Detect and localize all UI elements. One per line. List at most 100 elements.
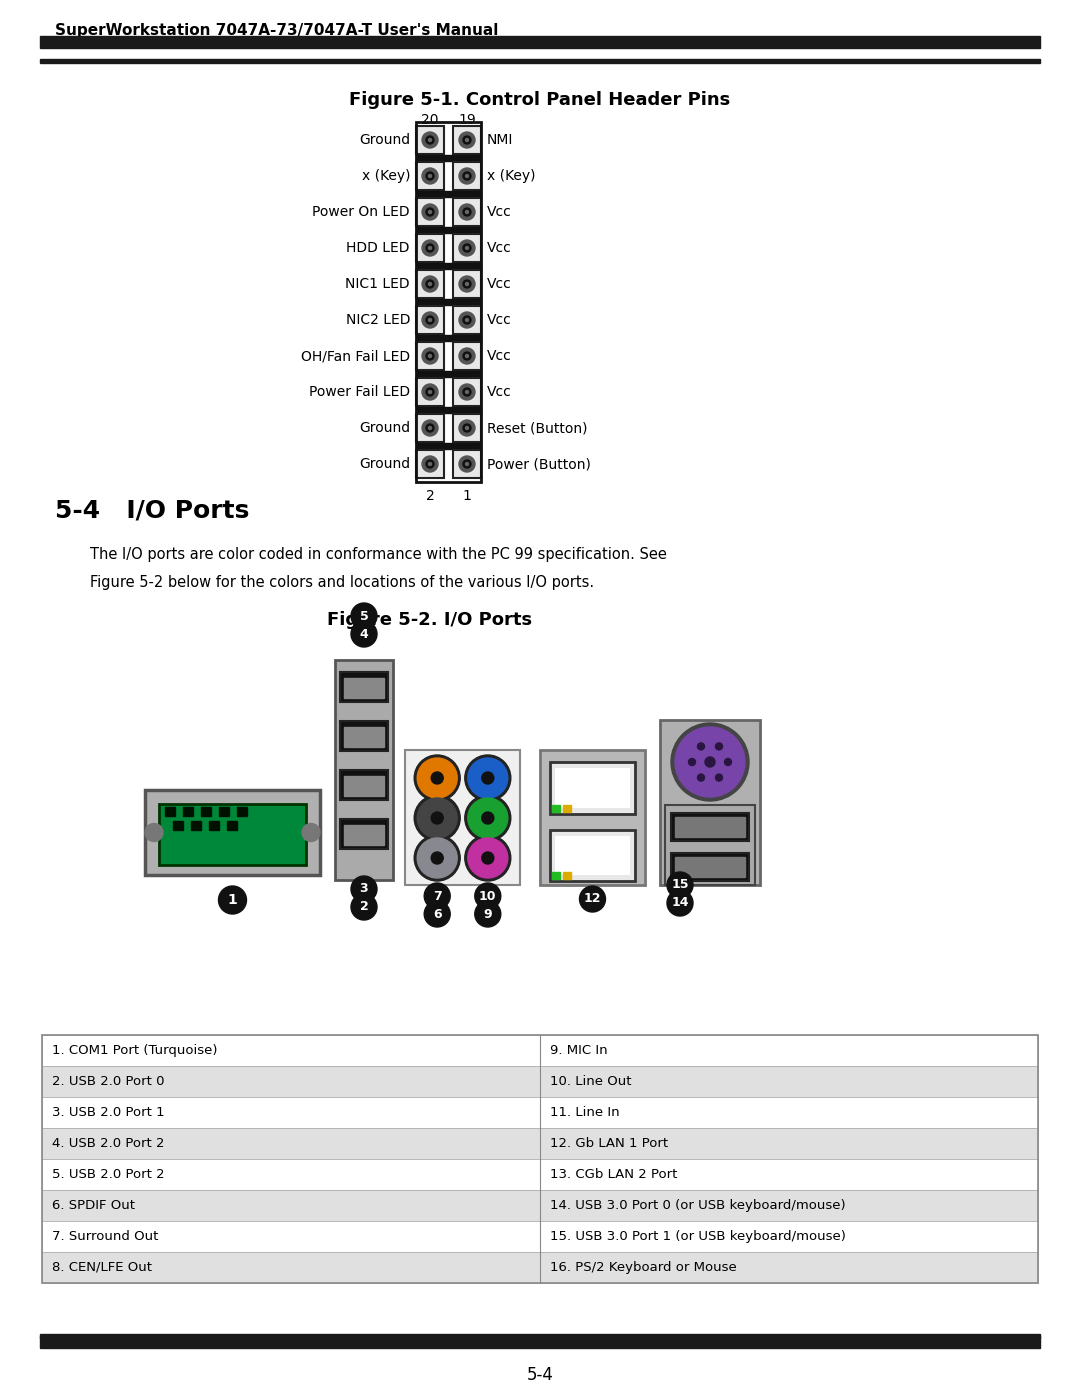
Circle shape bbox=[465, 391, 469, 394]
Circle shape bbox=[468, 759, 508, 798]
Circle shape bbox=[463, 136, 471, 144]
Circle shape bbox=[422, 168, 438, 184]
Circle shape bbox=[426, 425, 434, 432]
Circle shape bbox=[463, 279, 471, 288]
Text: 12. Gb LAN 1 Port: 12. Gb LAN 1 Port bbox=[550, 1137, 669, 1150]
Circle shape bbox=[426, 460, 434, 468]
Circle shape bbox=[351, 622, 377, 647]
Circle shape bbox=[422, 312, 438, 328]
Text: 1: 1 bbox=[462, 489, 472, 503]
Bar bbox=[416, 299, 481, 305]
Bar bbox=[42, 1221, 1038, 1252]
Bar bbox=[345, 775, 384, 796]
Circle shape bbox=[465, 319, 469, 321]
Bar bbox=[660, 719, 760, 886]
Circle shape bbox=[424, 883, 450, 909]
Bar bbox=[191, 821, 201, 830]
Bar bbox=[540, 750, 645, 886]
Bar bbox=[665, 805, 755, 886]
Circle shape bbox=[463, 172, 471, 180]
Bar bbox=[416, 342, 444, 370]
Text: x (Key): x (Key) bbox=[487, 169, 536, 183]
Circle shape bbox=[459, 455, 475, 472]
Circle shape bbox=[351, 894, 377, 921]
Circle shape bbox=[463, 352, 471, 360]
Circle shape bbox=[482, 852, 494, 863]
Bar bbox=[563, 805, 571, 812]
Circle shape bbox=[429, 246, 432, 250]
Bar bbox=[416, 372, 481, 377]
Text: 14. USB 3.0 Port 0 (or USB keyboard/mouse): 14. USB 3.0 Port 0 (or USB keyboard/mous… bbox=[550, 1199, 846, 1213]
Bar bbox=[40, 36, 1040, 47]
Circle shape bbox=[464, 835, 511, 882]
Circle shape bbox=[705, 757, 715, 767]
Circle shape bbox=[459, 312, 475, 328]
Circle shape bbox=[465, 355, 469, 358]
Circle shape bbox=[463, 208, 471, 217]
Bar bbox=[416, 443, 481, 448]
Text: Vcc: Vcc bbox=[487, 242, 512, 256]
Text: The I/O ports are color coded in conformance with the PC 99 specification. See: The I/O ports are color coded in conform… bbox=[90, 548, 666, 563]
Circle shape bbox=[580, 886, 606, 912]
Bar bbox=[145, 789, 320, 875]
Circle shape bbox=[465, 211, 469, 214]
Bar bbox=[552, 805, 561, 812]
Bar bbox=[555, 768, 630, 807]
Text: 10. Line Out: 10. Line Out bbox=[550, 1076, 632, 1088]
Bar bbox=[42, 1127, 1038, 1160]
Text: Vcc: Vcc bbox=[487, 277, 512, 291]
Text: Vcc: Vcc bbox=[487, 205, 512, 219]
Circle shape bbox=[426, 136, 434, 144]
Bar bbox=[416, 126, 444, 154]
Text: 1. COM1 Port (Turquoise): 1. COM1 Port (Turquoise) bbox=[52, 1044, 217, 1058]
Text: 5. USB 2.0 Port 2: 5. USB 2.0 Port 2 bbox=[52, 1168, 164, 1180]
Text: 20: 20 bbox=[421, 113, 438, 127]
Text: 8. CEN/LFE Out: 8. CEN/LFE Out bbox=[52, 1261, 152, 1274]
Text: Power (Button): Power (Button) bbox=[487, 457, 591, 471]
Text: 12: 12 bbox=[584, 893, 602, 905]
Circle shape bbox=[426, 352, 434, 360]
Circle shape bbox=[465, 175, 469, 177]
Circle shape bbox=[482, 773, 494, 784]
Circle shape bbox=[463, 244, 471, 251]
Bar bbox=[675, 817, 745, 837]
Circle shape bbox=[465, 462, 469, 465]
Text: Ground: Ground bbox=[359, 133, 410, 147]
Circle shape bbox=[426, 244, 434, 251]
Bar bbox=[416, 379, 444, 407]
Circle shape bbox=[698, 743, 704, 750]
Circle shape bbox=[464, 795, 511, 841]
Text: HDD LED: HDD LED bbox=[347, 242, 410, 256]
Circle shape bbox=[463, 460, 471, 468]
Circle shape bbox=[715, 774, 723, 781]
Bar bbox=[42, 1097, 1038, 1127]
Circle shape bbox=[667, 890, 693, 916]
Text: Power Fail LED: Power Fail LED bbox=[309, 386, 410, 400]
Bar bbox=[340, 672, 388, 703]
Text: Ground: Ground bbox=[359, 457, 410, 471]
Text: Reset (Button): Reset (Button) bbox=[487, 420, 588, 434]
Text: 16. PS/2 Keyboard or Mouse: 16. PS/2 Keyboard or Mouse bbox=[550, 1261, 737, 1274]
Text: Vcc: Vcc bbox=[487, 386, 512, 400]
Text: Ground: Ground bbox=[359, 420, 410, 434]
Bar bbox=[671, 854, 750, 882]
Bar bbox=[453, 414, 481, 441]
Circle shape bbox=[145, 823, 163, 841]
Circle shape bbox=[475, 883, 501, 909]
Circle shape bbox=[465, 138, 469, 141]
Text: 7: 7 bbox=[433, 890, 442, 902]
Circle shape bbox=[424, 901, 450, 928]
Bar bbox=[416, 226, 481, 233]
Circle shape bbox=[459, 240, 475, 256]
Text: x (Key): x (Key) bbox=[362, 169, 410, 183]
Bar bbox=[453, 235, 481, 263]
Bar bbox=[416, 122, 481, 482]
Bar bbox=[416, 162, 444, 190]
Circle shape bbox=[429, 462, 432, 465]
Bar bbox=[345, 678, 384, 698]
Text: NIC2 LED: NIC2 LED bbox=[346, 313, 410, 327]
Circle shape bbox=[426, 172, 434, 180]
Bar bbox=[416, 191, 481, 197]
Text: Vcc: Vcc bbox=[487, 349, 512, 363]
Bar bbox=[345, 726, 384, 747]
